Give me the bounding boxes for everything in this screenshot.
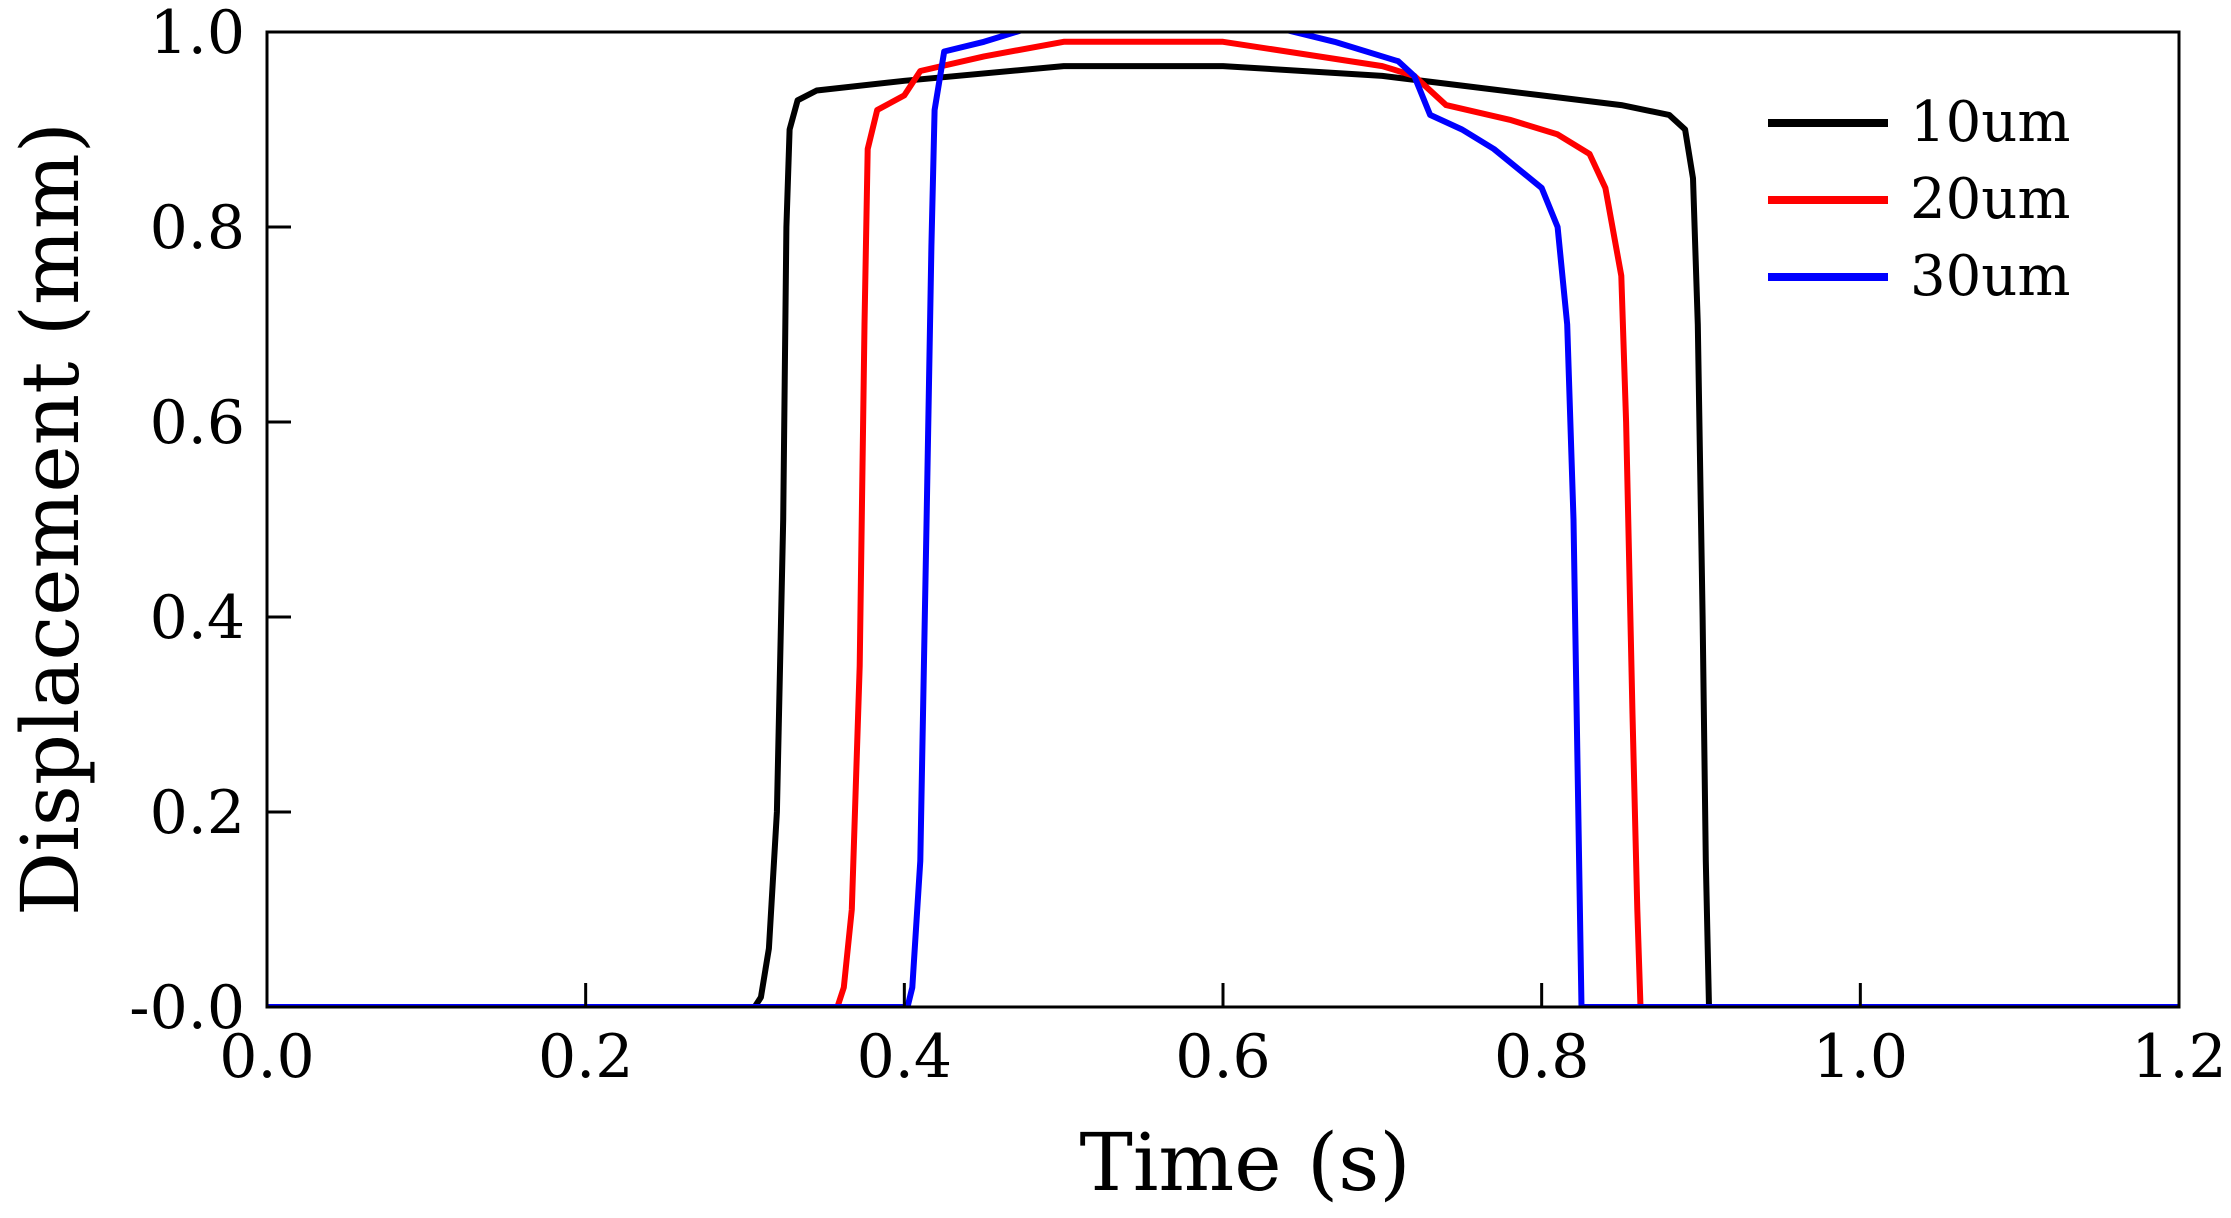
y-tick-label-2: 0.4: [150, 583, 245, 653]
x-tick-label-0: 0.0: [219, 1022, 314, 1092]
legend-label-0: 10um: [1910, 90, 2070, 155]
x-tick-label-5: 1.0: [1813, 1022, 1908, 1092]
legend: 10um 20um 30um: [1768, 90, 2070, 309]
series-line-1: [267, 38, 2179, 1007]
series-layer: [267, 32, 2179, 1007]
y-tick-label-5: 1.0: [150, 0, 245, 68]
y-axis-title: Displacement (mm): [4, 122, 97, 916]
legend-label-1: 20um: [1910, 167, 2070, 232]
series-line-0: [267, 63, 2179, 1007]
x-tick-label-1: 0.2: [538, 1022, 633, 1092]
x-axis-title: Time (s): [1079, 1116, 1410, 1209]
x-tick-label-3: 0.6: [1175, 1022, 1270, 1092]
y-tick-label-0: -0.0: [129, 973, 245, 1043]
y-tick-label-4: 0.8: [150, 193, 245, 263]
x-tick-label-2: 0.4: [857, 1022, 952, 1092]
legend-item-0: 10um: [1768, 90, 2070, 155]
ticks-layer: [265, 30, 2181, 1009]
y-tick-label-1: 0.2: [150, 778, 245, 848]
x-tick-label-6: 1.2: [2131, 1022, 2226, 1092]
tick-labels-layer: 0.0 0.2 0.4 0.6 0.8 1.0 1.2 -0.0 0.2 0.4 0.6 0.8 1.0: [129, 0, 2226, 1092]
plot-frame: [265, 30, 2181, 1009]
legend-label-2: 30um: [1910, 244, 2070, 309]
legend-item-2: 30um: [1768, 244, 2070, 309]
legend-item-1: 20um: [1768, 167, 2070, 232]
x-tick-label-4: 0.8: [1494, 1022, 1589, 1092]
y-tick-label-3: 0.6: [150, 388, 245, 458]
series-line-2: [267, 32, 2179, 1007]
